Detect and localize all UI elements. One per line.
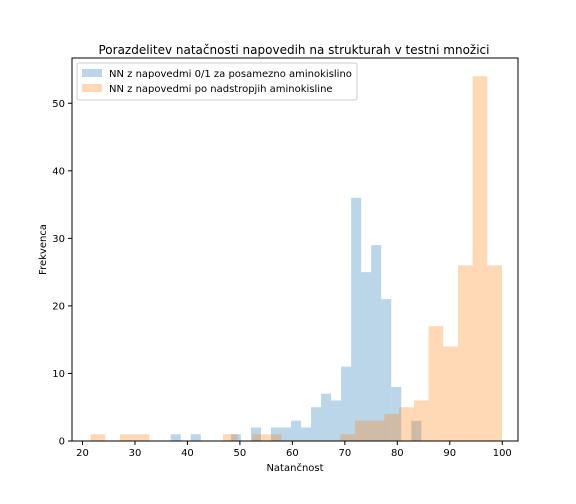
x-tick-label: 40 — [181, 448, 194, 459]
x-tick-label: 60 — [286, 448, 299, 459]
histogram-bar-series-2 — [252, 434, 267, 441]
histogram-bar-series-1 — [321, 393, 332, 441]
histogram-bar-series-2 — [90, 434, 106, 441]
legend-label-series-1: NN z napovedmi 0/1 za posamezno aminokis… — [109, 69, 352, 80]
legend: NN z napovedmi 0/1 za posamezno aminokis… — [76, 62, 358, 101]
histogram-bar-series-1 — [351, 197, 362, 441]
x-tick-label: 20 — [76, 448, 89, 459]
y-tick-label: 50 — [52, 99, 65, 110]
legend-swatch-series-1 — [82, 69, 102, 77]
x-tick-label: 50 — [234, 448, 247, 459]
histogram-bar-series-2 — [443, 346, 458, 441]
x-tick-label: 100 — [493, 448, 512, 459]
histogram-bar-series-1 — [391, 386, 402, 441]
histogram-bar-series-2 — [457, 265, 473, 441]
y-axis-label: Frekvenca — [38, 224, 49, 275]
chart-title: Porazdelitev natačnosti napovedih na str… — [98, 43, 489, 57]
histogram-bar-series-2 — [340, 434, 356, 441]
histogram-bar-series-2 — [222, 434, 238, 441]
histogram-bar-series-1 — [311, 407, 322, 441]
axes-frame — [71, 57, 519, 442]
histogram-bar-series-1 — [230, 434, 241, 441]
legend-box — [76, 62, 358, 101]
legend-swatch-series-2 — [82, 84, 102, 92]
histogram-bar-series-2 — [369, 420, 385, 441]
histogram-bar-series-1 — [270, 427, 281, 441]
y-tick-label: 10 — [52, 369, 65, 380]
histogram-bar-series-1 — [341, 366, 352, 441]
histogram-bar-series-2 — [120, 434, 135, 441]
x-tick-label: 30 — [129, 448, 142, 459]
histogram-bar-series-1 — [301, 427, 312, 441]
histogram-bar-series-1 — [291, 420, 302, 441]
histogram-bar-series-2 — [487, 265, 502, 441]
histogram-bar-series-1 — [170, 434, 181, 441]
x-axis-label: Natančnost — [266, 462, 323, 474]
legend-label-series-2: NN z napovedmi po nadstropjih aminokisli… — [109, 84, 333, 95]
histogram-bar-series-1 — [190, 434, 201, 441]
x-tick-label: 80 — [391, 448, 404, 459]
y-tick-label: 20 — [52, 301, 65, 312]
histogram-bar-series-1 — [331, 400, 342, 441]
histogram-bar-series-1 — [250, 427, 261, 441]
histogram-bar-series-2 — [472, 76, 488, 441]
histogram-bar-series-1 — [280, 427, 292, 441]
histogram-bar-series-2 — [134, 434, 150, 441]
x-tick-label: 90 — [443, 448, 456, 459]
y-tick-label: 40 — [52, 166, 65, 177]
histogram-bar-series-1 — [381, 299, 392, 441]
x-tick-label: 70 — [338, 448, 351, 459]
histogram-bar-series-2 — [266, 434, 282, 441]
histogram-bar-series-1 — [371, 245, 382, 441]
histogram-bar-series-1 — [361, 272, 372, 441]
y-tick-label: 0 — [59, 437, 65, 448]
histogram-bar-series-2 — [355, 420, 370, 441]
y-tick-label: 30 — [52, 234, 65, 245]
histogram-bar-series-2 — [399, 407, 414, 441]
histogram-bar-series-1 — [411, 420, 422, 441]
histogram-bar-series-2 — [413, 400, 429, 441]
histogram-bar-series-2 — [384, 413, 400, 441]
histogram-bar-series-2 — [428, 326, 444, 441]
